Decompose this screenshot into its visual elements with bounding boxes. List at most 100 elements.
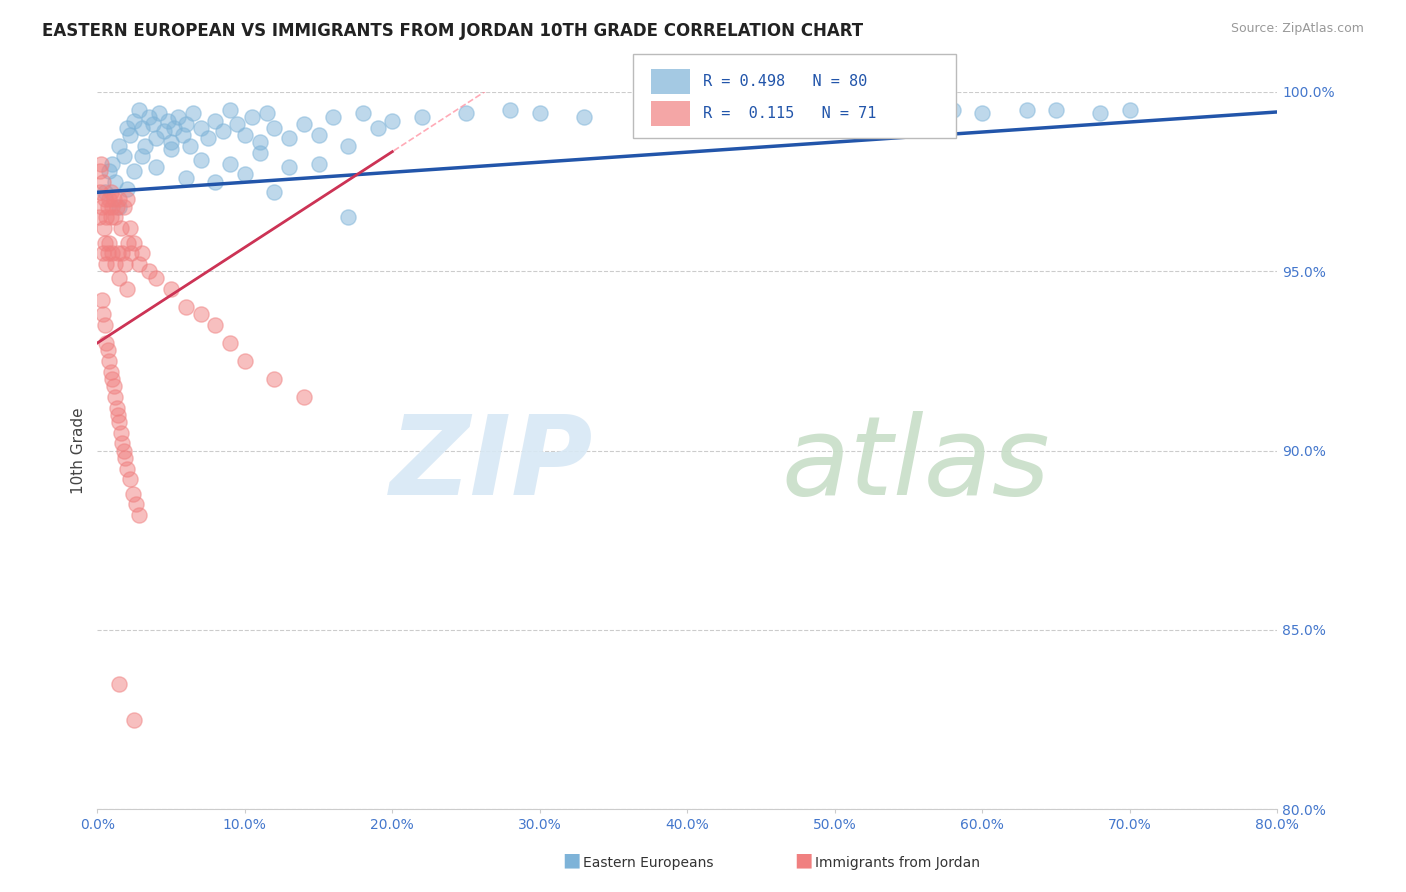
Point (1045, 103, 1067, 117)
Point (128, 508, 150, 523)
Point (115, 182, 138, 196)
Point (108, 415, 131, 429)
Y-axis label: 10th Grade: 10th Grade (72, 408, 86, 494)
Point (138, 110, 160, 124)
Point (112, 149, 135, 163)
Point (103, 193, 125, 207)
Point (111, 436, 134, 450)
Point (529, 106, 551, 120)
Point (240, 110, 263, 124)
Point (322, 110, 344, 124)
Point (101, 156, 124, 170)
Point (97, 200, 120, 214)
Point (735, 103, 758, 117)
Point (110, 221, 132, 235)
Point (174, 300, 197, 314)
Point (115, 193, 138, 207)
Point (90, 156, 112, 170)
Point (148, 106, 170, 120)
Point (204, 175, 226, 189)
Point (97, 246, 120, 260)
Point (499, 103, 522, 117)
Point (174, 117, 197, 131)
Point (118, 128, 141, 142)
Point (115, 120, 138, 135)
Point (98, 354, 121, 368)
Text: ■: ■ (794, 851, 813, 870)
Point (163, 120, 186, 135)
Point (157, 113, 180, 128)
Point (249, 135, 271, 149)
Point (108, 677, 131, 691)
Point (111, 246, 134, 260)
Point (824, 103, 846, 117)
Point (108, 138, 131, 153)
Point (190, 120, 212, 135)
Point (263, 120, 285, 135)
Point (114, 450, 136, 465)
Point (942, 103, 965, 117)
Point (204, 318, 226, 332)
Point (90, 200, 112, 214)
Point (853, 106, 876, 120)
Point (112, 443, 135, 458)
Point (104, 257, 127, 271)
Point (142, 117, 165, 131)
Point (676, 103, 699, 117)
Point (121, 486, 143, 500)
Point (263, 372, 285, 386)
Point (233, 167, 256, 181)
Point (167, 110, 190, 124)
Point (120, 246, 142, 260)
Point (91, 307, 114, 321)
Point (96, 257, 118, 271)
Point (93, 235, 115, 250)
Point (219, 156, 242, 170)
Point (122, 163, 145, 178)
Point (100, 186, 122, 200)
Point (96, 336, 118, 351)
Point (134, 138, 156, 153)
Point (160, 282, 183, 296)
Point (89, 163, 111, 178)
Point (152, 124, 174, 138)
Point (115, 282, 138, 296)
Point (93, 193, 115, 207)
Point (105, 401, 128, 415)
Point (454, 106, 477, 120)
Point (292, 390, 315, 404)
Point (93, 318, 115, 332)
Point (308, 156, 330, 170)
Point (631, 103, 654, 117)
Point (204, 113, 226, 128)
Point (98, 193, 121, 207)
Point (118, 221, 141, 235)
Text: atlas: atlas (782, 411, 1050, 518)
Point (93, 186, 115, 200)
Point (89, 186, 111, 200)
Point (97, 343, 120, 358)
Point (108, 271, 131, 285)
Point (211, 124, 233, 138)
Point (103, 379, 125, 393)
Point (131, 246, 153, 260)
Point (278, 131, 301, 145)
Point (98, 235, 121, 250)
Point (118, 472, 141, 486)
Point (110, 425, 132, 440)
Text: Source: ZipAtlas.com: Source: ZipAtlas.com (1230, 22, 1364, 36)
Point (160, 135, 183, 149)
Text: R = 0.498   N = 80: R = 0.498 N = 80 (703, 74, 868, 88)
Text: Eastern Europeans: Eastern Europeans (583, 855, 714, 870)
Point (101, 372, 124, 386)
Point (128, 103, 150, 117)
Point (108, 200, 131, 214)
Point (100, 211, 122, 225)
Point (1015, 103, 1038, 117)
Point (367, 120, 389, 135)
Text: Immigrants from Jordan: Immigrants from Jordan (815, 855, 980, 870)
Point (101, 200, 124, 214)
Point (1119, 103, 1142, 117)
Point (249, 145, 271, 160)
Point (104, 175, 127, 189)
